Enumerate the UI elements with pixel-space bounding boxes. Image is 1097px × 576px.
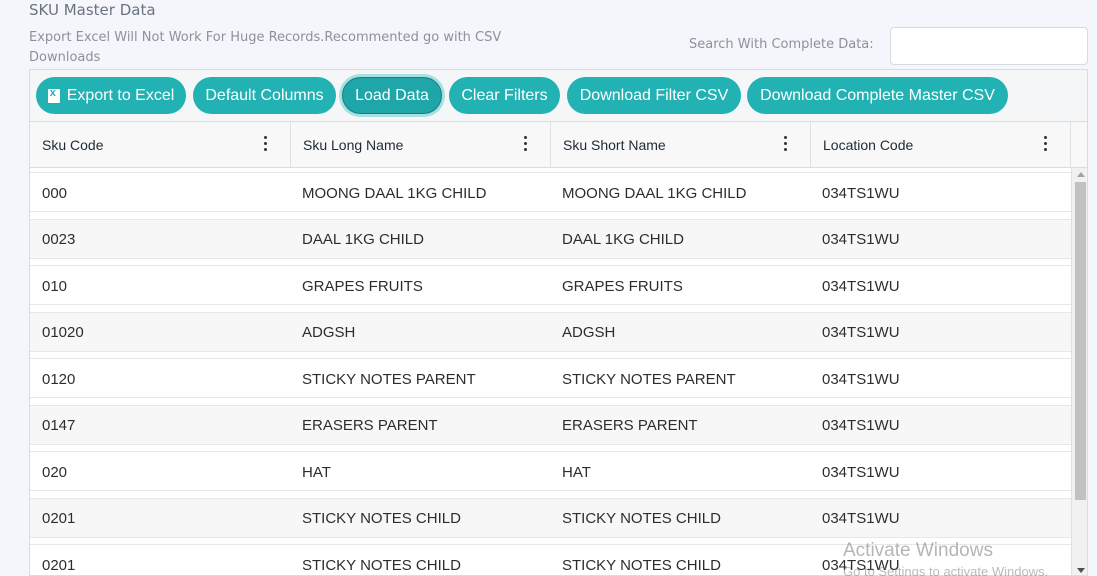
column-menu-icon[interactable] <box>264 136 268 152</box>
table-cell: HAT <box>562 463 591 481</box>
table-cell: ADGSH <box>562 324 616 341</box>
export-excel-label: Export to Excel <box>66 86 175 104</box>
table-cell: 020 <box>42 463 68 481</box>
table-row[interactable]: 000 MOONG DAAL 1KG CHILD MOONG DAAL 1KG CH… <box>30 172 1071 212</box>
table-row[interactable]: 0023 DAAL 1KG CHILD DAAL 1KG CHILD 034TS1WU <box>30 218 1071 259</box>
header-spacer <box>1071 122 1087 168</box>
table-cell: 0201 <box>42 510 76 527</box>
scroll-up-icon[interactable] <box>1077 172 1085 177</box>
table-cell: 01020 <box>42 324 84 341</box>
clear-filters-button[interactable]: Clear Filters <box>449 77 560 114</box>
table-cell: DAAL 1KG CHILD <box>302 231 424 248</box>
excel-icon <box>47 87 60 103</box>
table-cell: STICKY NOTES CHILD <box>302 556 461 574</box>
column-header-label: Sku Long Name <box>303 137 404 153</box>
download-master-csv-button[interactable]: Download Complete Master CSV <box>747 77 1008 114</box>
scroll-thumb[interactable] <box>1075 182 1086 500</box>
table-cell: HAT <box>302 463 331 481</box>
download-filter-csv-button[interactable]: Download Filter CSV <box>567 77 741 114</box>
table-cell: STICKY NOTES CHILD <box>302 510 461 527</box>
table-cell: MOONG DAAL 1KG CHILD <box>562 184 747 202</box>
table-cell: 034TS1WU <box>822 417 900 434</box>
table-row[interactable]: 0120 STICKY NOTES PARENT STICKY NOTES PARE… <box>30 358 1071 398</box>
export-note: Export Excel Will Not Work For Huge Reco… <box>29 30 502 65</box>
column-header-label: Sku Short Name <box>563 137 666 153</box>
scroll-down-icon[interactable] <box>1077 568 1085 573</box>
export-excel-button[interactable]: Export to Excel <box>36 77 186 114</box>
column-header-label: Sku Code <box>42 137 104 153</box>
table-row[interactable]: 01020 ADGSH ADGSH 034TS1WU <box>30 311 1071 352</box>
grid-header: Sku Code Sku Long Name Sku Short Name Lo… <box>30 122 1087 168</box>
column-menu-icon[interactable] <box>524 136 528 152</box>
table-cell: ADGSH <box>302 324 356 341</box>
column-header-location-code[interactable]: Location Code <box>811 122 1071 168</box>
sku-grid: Export to Excel Default Columns Load Dat… <box>29 69 1088 576</box>
search-label: Search With Complete Data: <box>689 37 874 52</box>
column-menu-icon[interactable] <box>1044 136 1048 152</box>
table-cell: 034TS1WU <box>822 184 900 202</box>
table-cell: ERASERS PARENT <box>302 417 438 434</box>
table-row[interactable]: 0201 STICKY NOTES CHILD STICKY NOTES CHILD… <box>30 544 1071 575</box>
table-cell: 0147 <box>42 417 76 434</box>
table-cell: STICKY NOTES PARENT <box>302 370 476 388</box>
table-cell: GRAPES FRUITS <box>562 277 683 295</box>
table-cell: 034TS1WU <box>822 231 900 248</box>
column-header-sku-long-name[interactable]: Sku Long Name <box>291 122 551 168</box>
table-cell: GRAPES FRUITS <box>302 277 423 295</box>
column-header-label: Location Code <box>823 137 914 153</box>
table-cell: 034TS1WU <box>822 556 900 574</box>
table-cell: 034TS1WU <box>822 510 900 527</box>
table-cell: 034TS1WU <box>822 277 900 295</box>
table-cell: 0120 <box>42 370 76 388</box>
table-cell: MOONG DAAL 1KG CHILD <box>302 184 487 202</box>
table-row[interactable]: 010 GRAPES FRUITS GRAPES FRUITS 034TS1WU <box>30 265 1071 305</box>
table-cell: DAAL 1KG CHILD <box>562 231 684 248</box>
table-cell: ERASERS PARENT <box>562 417 698 434</box>
table-cell: 034TS1WU <box>822 324 900 341</box>
load-data-button[interactable]: Load Data <box>342 77 442 114</box>
table-cell: STICKY NOTES CHILD <box>562 556 721 574</box>
column-menu-icon[interactable] <box>784 136 788 152</box>
table-row[interactable]: 0147 ERASERS PARENT ERASERS PARENT 034TS1WU <box>30 404 1071 445</box>
default-columns-button[interactable]: Default Columns <box>193 77 336 114</box>
column-header-sku-code[interactable]: Sku Code <box>30 122 291 168</box>
column-header-sku-short-name[interactable]: Sku Short Name <box>551 122 811 168</box>
table-cell: 000 <box>42 184 68 202</box>
table-cell: 010 <box>42 277 68 295</box>
table-row[interactable]: 0201 STICKY NOTES CHILD STICKY NOTES CHILD… <box>30 497 1071 538</box>
vertical-scrollbar[interactable] <box>1071 168 1087 575</box>
table-cell: 034TS1WU <box>822 463 900 481</box>
table-cell: 0023 <box>42 231 76 248</box>
grid-body: 000 MOONG DAAL 1KG CHILD MOONG DAAL 1KG CH… <box>30 168 1071 575</box>
table-cell: 034TS1WU <box>822 370 900 388</box>
table-cell: 0201 <box>42 556 76 574</box>
search-input[interactable] <box>890 27 1088 65</box>
grid-toolbar: Export to Excel Default Columns Load Dat… <box>30 70 1087 122</box>
table-row[interactable]: 020 HAT HAT 034TS1WU <box>30 451 1071 491</box>
activate-windows-subtext: Go to Settings to activate Windows. <box>843 564 1049 576</box>
table-cell: STICKY NOTES CHILD <box>562 510 721 527</box>
table-cell: STICKY NOTES PARENT <box>562 370 736 388</box>
page-title: SKU Master Data <box>29 1 156 19</box>
activate-windows-watermark: Activate Windows <box>843 540 993 561</box>
